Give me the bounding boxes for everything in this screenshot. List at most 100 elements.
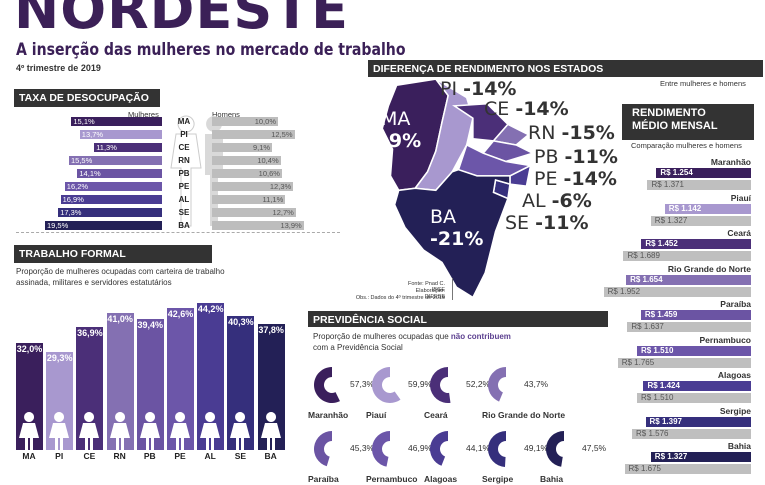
pension-value: 49,1% [524,443,549,453]
pension-state-label: Paraíba [308,474,339,484]
income-women-bar: R$ 1.327 [650,452,751,462]
income-subtitle: Comparação mulheres e homens [631,141,742,150]
men-bar: 9,1% [212,143,273,152]
state-label: MA [177,117,191,126]
category-label: RN [113,451,126,461]
woman-icon [200,412,221,450]
map-state-code: MA [381,108,411,130]
pension-state-label: Alagoas [424,474,458,484]
category-label: CE [83,451,96,461]
income-women-bar: R$ 1.452 [641,239,751,249]
category-label: BA [264,451,277,461]
pension-donut [372,367,401,403]
source-rule [452,278,453,300]
map-state-diff: -11% [535,212,589,234]
pension-desc-a: Proporção de mulheres ocupadas que [313,332,449,341]
woman-icon [260,412,281,450]
map-label-pb: PB -11% [534,146,618,168]
women-bar: 13,7% [79,130,162,139]
unemployment-title: TAXA DE DESOCUPAÇÃO [14,89,160,107]
map-label-ma: MA -9% [381,108,421,152]
pension-value: 59,9% [408,379,433,389]
pension-state-label: Piauí [366,410,387,420]
men-bar: 10,6% [212,169,282,178]
pension-value: 44,1% [466,443,491,453]
women-bar: 19,5% [45,221,162,230]
bar-value-label: 44,2% [197,303,224,314]
pension-donut [314,367,340,403]
category-label: PB [143,451,156,461]
state-label: PI [180,130,188,139]
category-label: SE [234,451,247,461]
pension-state-label: Maranhão [308,410,349,420]
woman-icon [139,412,160,450]
men-bar: 10,0% [212,117,278,126]
map-state-code: CE [484,98,510,120]
formal-description: Proporção de mulheres ocupadas com carte… [16,267,225,287]
income-women-bar: R$ 1.254 [656,168,751,178]
men-bar: 11,1% [212,195,286,204]
pension-value: 43,7% [524,379,549,389]
state-label: PE [178,182,190,191]
bar-value-label: 29,3% [46,353,73,364]
income-title-2: MÉDIO MENSAL [632,120,718,132]
income-men-bar: R$ 1.637 [627,322,751,332]
formal-chart: 32,0% MA 29,3% PI 36,9% CE 41,0% RN 39,4% PB 42,6%… [14,298,286,461]
map-label-ba: BA -21% [430,206,483,250]
pension-value: 52,2% [466,379,491,389]
category-label: PE [174,451,186,461]
income-women-bar: R$ 1.510 [636,345,751,356]
page-title: NORDESTE [14,0,350,41]
map-label-se: SE -11% [505,212,589,234]
map-state-diff: -14% [463,78,517,100]
map-label-al: AL -6% [522,190,592,212]
pension-state-label: Bahia [540,474,564,484]
income-men-bar: R$ 1.371 [647,180,751,190]
period-label: 4º trimestre de 2019 [16,63,101,73]
woman-icon [49,412,70,450]
map-state-code: PB [534,146,559,168]
income-men-bar: R$ 1.327 [650,215,751,226]
pension-donut [314,431,332,467]
women-bar: 16,9% [60,195,162,204]
map-state-diff: -21% [430,228,484,250]
pension-value: 57,3% [350,379,375,389]
men-bar: 12,3% [212,182,294,191]
pension-description: Proporção de mulheres ocupadas que não c… [313,331,513,353]
category-label: AL [204,451,216,461]
income-title-box: RENDIMENTO MÉDIO MENSAL [622,104,754,140]
woman-icon [170,412,190,450]
women-bar: 16,2% [64,182,162,191]
formal-title: TRABALHO FORMAL [14,245,212,263]
income-state-name: Maranhão [710,157,751,167]
pension-value: 47,5% [582,443,607,453]
income-state-name: Pernambuco [699,334,752,345]
map-state-code: SE [505,212,530,234]
pension-state-label: Pernambuco [366,474,418,484]
formal-bar: 40,3% [227,315,255,450]
pension-state-label: Rio Grande do Norte [482,410,566,420]
income-women-bar: R$ 1.142 [664,203,751,214]
income-state-name: Paraíba [720,299,751,309]
pension-donut [372,431,390,467]
map-subtitle: Entre mulheres e homens [660,79,746,88]
women-bar: 15,1% [71,117,162,126]
men-bar: 13,9% [212,221,304,230]
woman-icon [19,412,39,450]
bar-value-label: 42,6% [167,309,194,319]
pension-state-label: Ceará [424,410,448,420]
category-label: MA [22,451,36,461]
map-state-code: BA [430,206,457,228]
map-state-diff: -14% [563,168,617,190]
income-state-name: Sergipe [719,405,751,416]
income-women-bar: R$ 1.459 [640,310,751,320]
pension-state-label: Sergipe [482,474,514,484]
map-label-pi: PI -14% [440,78,516,100]
income-women-bar: R$ 1.397 [645,416,751,427]
income-women-bar: R$ 1.654 [626,274,751,285]
map-state-code: PI [440,78,458,100]
woman-icon [79,412,100,450]
pension-donut [488,367,506,402]
income-men-bar: R$ 1.765 [617,357,751,368]
state-label: SE [178,208,190,217]
